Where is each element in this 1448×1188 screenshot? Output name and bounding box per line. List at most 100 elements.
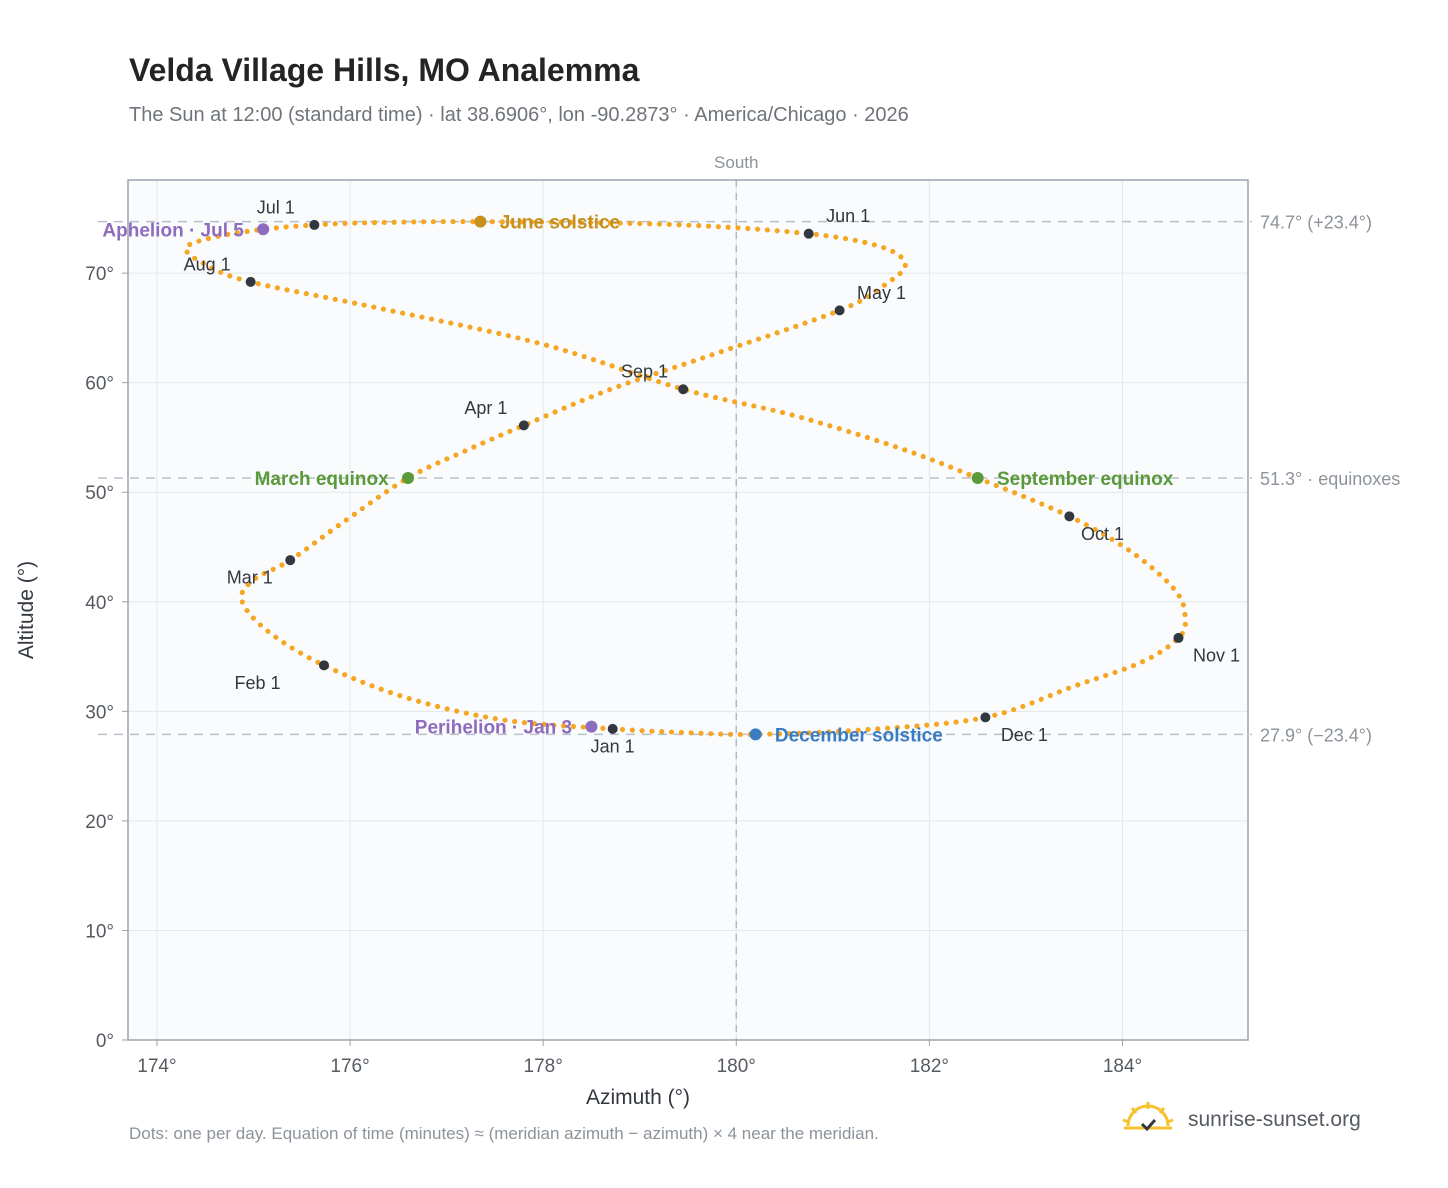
day-dot bbox=[426, 464, 432, 470]
y-tick-label: 60° bbox=[85, 374, 114, 395]
reference-line-label: 74.7° (+23.4°) bbox=[1260, 213, 1372, 233]
day-dot bbox=[727, 345, 734, 352]
day-dot bbox=[279, 562, 285, 568]
day-dot bbox=[245, 581, 251, 588]
event-dot bbox=[402, 471, 414, 484]
day-dot bbox=[578, 219, 584, 226]
day-dot bbox=[470, 218, 476, 225]
day-dot bbox=[1048, 505, 1054, 511]
day-dot bbox=[784, 228, 790, 235]
day-dot bbox=[568, 219, 574, 225]
day-dot bbox=[708, 731, 714, 737]
day-dot bbox=[332, 296, 338, 302]
day-dot bbox=[1163, 578, 1170, 584]
day-dot bbox=[541, 721, 547, 728]
day-dot bbox=[802, 320, 808, 326]
day-dot bbox=[548, 219, 554, 225]
day-dot bbox=[823, 233, 829, 239]
day-dot bbox=[933, 721, 940, 727]
day-dot bbox=[1021, 493, 1027, 500]
month-label: Dec 1 bbox=[1001, 725, 1048, 745]
day-dot bbox=[1074, 517, 1081, 523]
day-dot bbox=[502, 717, 508, 723]
event-dot bbox=[474, 215, 487, 228]
x-tick-label: 174° bbox=[137, 1056, 176, 1077]
day-dot bbox=[255, 281, 261, 287]
day-dot bbox=[873, 288, 880, 294]
day-dot bbox=[972, 716, 979, 722]
brand-logo[interactable]: sunrise-sunset.org bbox=[1120, 1100, 1361, 1140]
x-axis-label: Azimuth (°) bbox=[586, 1086, 690, 1109]
day-dot bbox=[765, 333, 771, 339]
day-dot bbox=[639, 728, 645, 734]
day-dot bbox=[515, 335, 521, 341]
day-dot bbox=[460, 218, 466, 225]
day-dot bbox=[1109, 536, 1115, 542]
plot-area bbox=[128, 180, 1248, 1040]
day-dot bbox=[668, 729, 675, 735]
day-dot bbox=[881, 282, 887, 288]
day-dot bbox=[438, 318, 444, 324]
day-dot bbox=[225, 231, 231, 237]
day-dot bbox=[1056, 689, 1062, 695]
day-dot bbox=[760, 405, 767, 411]
x-tick-label: 180° bbox=[717, 1056, 756, 1077]
day-dot bbox=[457, 322, 464, 328]
day-dot bbox=[367, 500, 373, 506]
day-dot bbox=[862, 239, 868, 245]
day-dot bbox=[696, 223, 702, 229]
day-dot bbox=[665, 382, 671, 388]
day-dot bbox=[871, 242, 877, 248]
day-dot bbox=[498, 432, 504, 438]
y-tick-label: 30° bbox=[85, 702, 114, 723]
day-dot bbox=[774, 330, 780, 336]
day-dot bbox=[551, 722, 557, 728]
day-dot bbox=[1075, 682, 1081, 688]
day-dot bbox=[315, 659, 321, 665]
analemma-curve bbox=[184, 218, 1188, 738]
day-dot bbox=[884, 725, 891, 731]
day-dot bbox=[215, 233, 221, 239]
day-dot bbox=[1182, 611, 1188, 618]
event-dot bbox=[749, 728, 762, 741]
day-dot bbox=[570, 401, 576, 407]
y-tick-label: 0° bbox=[96, 1031, 114, 1052]
day-dot bbox=[637, 372, 643, 379]
day-dot bbox=[811, 317, 817, 323]
day-dot bbox=[588, 219, 594, 226]
day-dot bbox=[375, 494, 382, 500]
day-dot bbox=[524, 337, 531, 343]
day-dot bbox=[496, 330, 502, 337]
month-label: Aug 1 bbox=[184, 254, 231, 274]
month-dot bbox=[319, 660, 329, 671]
month-label: Mar 1 bbox=[227, 568, 273, 588]
sun-logo-icon bbox=[1122, 1102, 1174, 1132]
day-dot bbox=[387, 689, 394, 696]
day-dot bbox=[371, 220, 378, 226]
day-dot bbox=[705, 223, 712, 229]
day-dot bbox=[313, 292, 319, 299]
day-dot bbox=[830, 310, 836, 316]
day-dot bbox=[898, 254, 904, 260]
day-dot bbox=[273, 225, 279, 231]
day-dot bbox=[521, 720, 528, 726]
footnote: Dots: one per day. Equation of time (min… bbox=[129, 1124, 879, 1143]
day-dot bbox=[1170, 585, 1176, 591]
day-dot bbox=[450, 218, 456, 225]
day-dot bbox=[319, 534, 326, 540]
day-dot bbox=[471, 444, 477, 450]
day-dot bbox=[434, 703, 441, 710]
day-dot bbox=[1092, 526, 1098, 533]
day-dot bbox=[529, 219, 535, 225]
day-dot bbox=[489, 436, 495, 442]
day-dot bbox=[777, 731, 783, 737]
day-dot bbox=[1112, 669, 1118, 675]
month-label: Apr 1 bbox=[464, 398, 507, 418]
day-dot bbox=[1011, 490, 1018, 496]
day-dot bbox=[813, 231, 819, 238]
day-dot bbox=[833, 234, 839, 240]
day-dot bbox=[688, 730, 694, 736]
x-tick-label: 178° bbox=[524, 1056, 563, 1077]
event-dot bbox=[257, 223, 270, 236]
day-dot bbox=[1148, 654, 1154, 660]
